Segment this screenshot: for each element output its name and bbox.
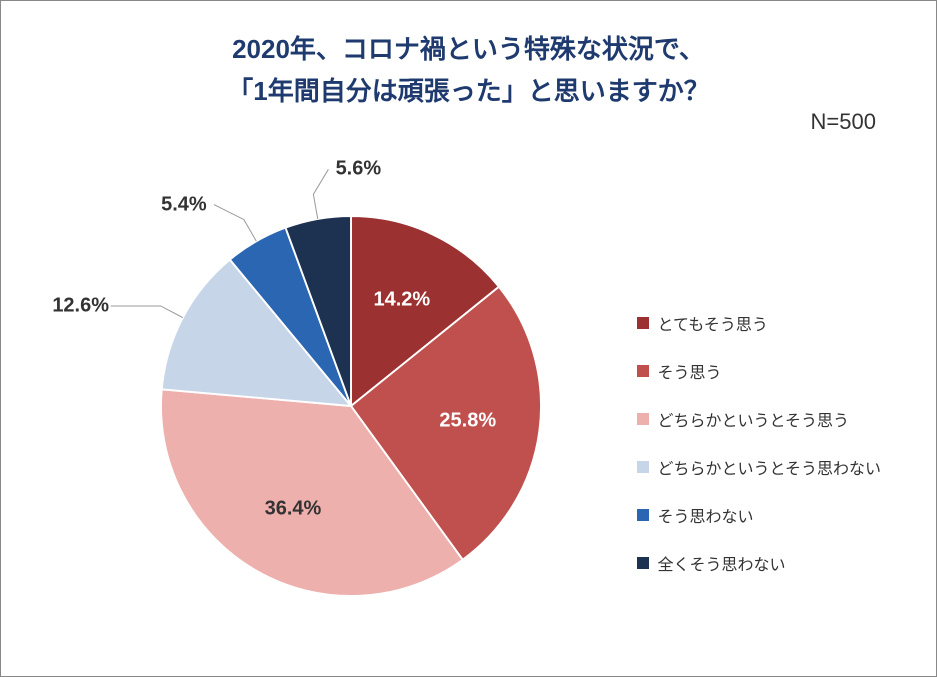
legend-label: そう思わない (657, 503, 753, 527)
legend-item: どちらかというとそう思わない (637, 455, 881, 479)
slice-value-label: 14.2% (373, 288, 430, 311)
sample-size-label: N=500 (811, 109, 876, 135)
title-line-2: 「1年間自分は頑張った」と思いますか？ (1, 71, 936, 113)
legend-label: とてもそう思う (657, 311, 767, 335)
pie-svg-host (161, 216, 541, 596)
chart-title: 2020年、コロナ禍という特殊な状況で、 「1年間自分は頑張った」と思いますか？ (1, 1, 936, 112)
legend-swatch (637, 317, 649, 329)
legend-label: そう思う (657, 359, 721, 383)
legend-item: 全くそう思わない (637, 551, 881, 575)
legend-swatch (637, 461, 649, 473)
legend-swatch (637, 413, 649, 425)
legend-label: どちらかというとそう思う (657, 407, 849, 431)
legend: とてもそう思うそう思うどちらかというとそう思うどちらかというとそう思わないそう思… (637, 311, 881, 599)
pie-svg (161, 216, 541, 596)
legend-item: そう思わない (637, 503, 881, 527)
legend-label: 全くそう思わない (657, 551, 785, 575)
slice-value-label: 5.6% (336, 158, 382, 181)
slice-value-label: 36.4% (265, 497, 322, 520)
slice-value-label: 5.4% (161, 193, 207, 216)
slice-value-label: 25.8% (439, 410, 496, 433)
legend-swatch (637, 365, 649, 377)
legend-item: そう思う (637, 359, 881, 383)
legend-item: とてもそう思う (637, 311, 881, 335)
legend-item: どちらかというとそう思う (637, 407, 881, 431)
legend-label: どちらかというとそう思わない (657, 455, 881, 479)
slice-value-label: 12.6% (52, 294, 109, 317)
legend-swatch (637, 557, 649, 569)
pie-chart: 14.2%25.8%36.4%12.6%5.4%5.6% (61, 156, 621, 656)
legend-swatch (637, 509, 649, 521)
title-line-1: 2020年、コロナ禍という特殊な状況で、 (1, 29, 936, 71)
leader-line (313, 169, 328, 219)
